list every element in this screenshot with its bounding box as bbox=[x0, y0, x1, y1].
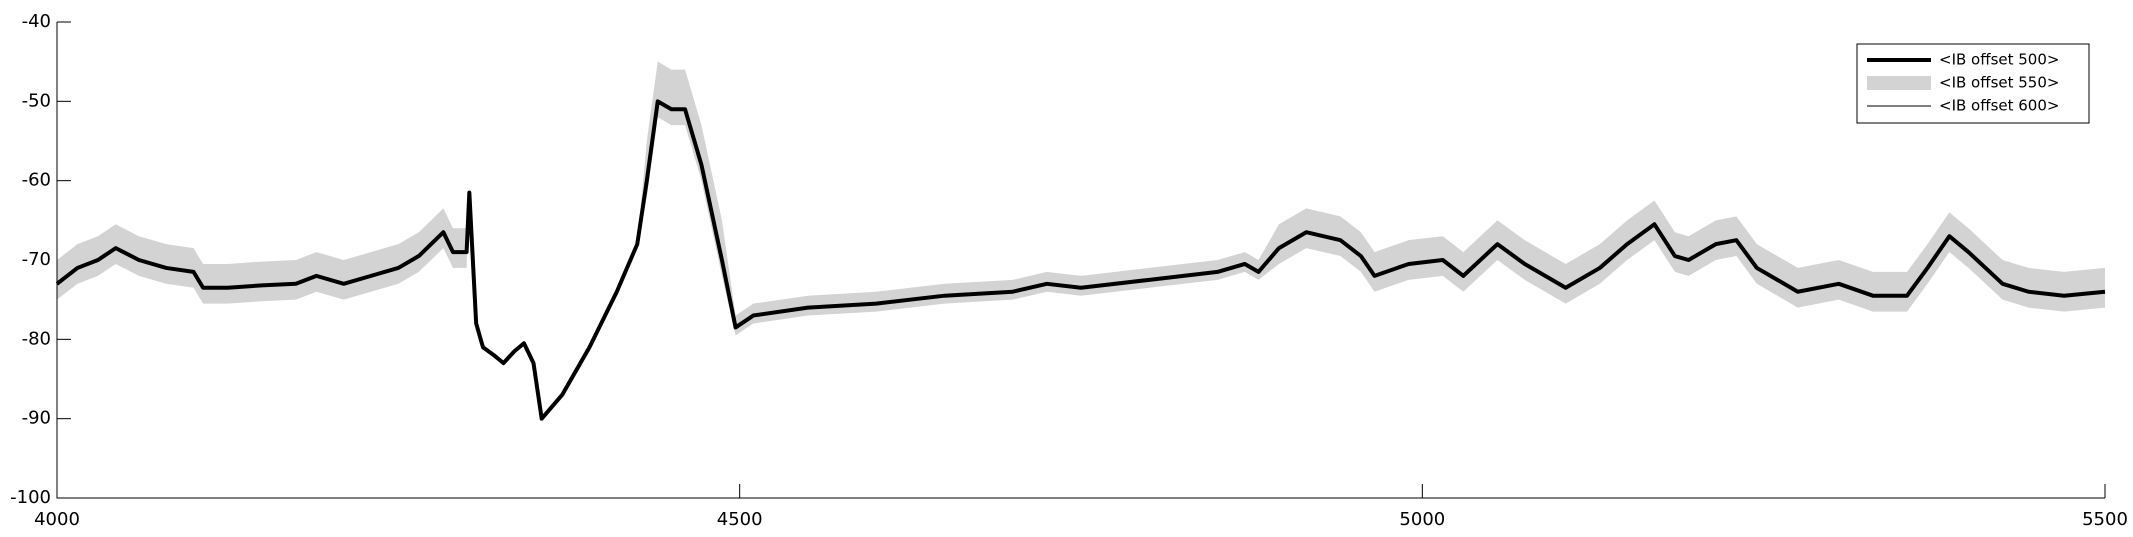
y-tick-label: -60 bbox=[22, 170, 51, 191]
x-tick-label: 5000 bbox=[1399, 509, 1445, 530]
x-tick-label: 5500 bbox=[2082, 509, 2128, 530]
legend-swatch bbox=[1867, 76, 1931, 90]
x-tick-label: 4500 bbox=[717, 509, 763, 530]
x-tick-label: 4000 bbox=[34, 509, 80, 530]
y-tick-label: -40 bbox=[22, 11, 51, 32]
y-tick-label: -80 bbox=[22, 328, 51, 349]
legend-label: <IB offset 600> bbox=[1939, 97, 2059, 115]
legend-label: <IB offset 550> bbox=[1939, 74, 2059, 92]
y-tick-label: -50 bbox=[22, 90, 51, 111]
band-area bbox=[57, 61, 2105, 419]
series-line bbox=[56, 100, 2106, 420]
legend-label: <IB offset 500> bbox=[1939, 51, 2059, 69]
axes bbox=[56, 22, 2105, 499]
y-tick-label: -70 bbox=[22, 249, 51, 270]
y-tick-label: -90 bbox=[22, 408, 51, 429]
y-tick-label: -100 bbox=[10, 487, 51, 508]
